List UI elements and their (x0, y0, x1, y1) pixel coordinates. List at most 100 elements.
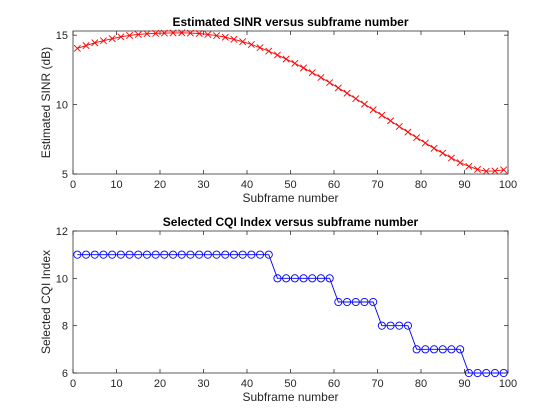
chart1-data-point (500, 166, 508, 174)
chart2-data-point (482, 368, 491, 378)
chart1-data-point (126, 31, 134, 39)
chart1-data-point (265, 47, 273, 55)
chart2-xtick-label: 50 (284, 378, 296, 390)
chart1-data-point (230, 35, 238, 43)
chart1-ytick-label: 10 (56, 100, 68, 112)
chart2-data-point (369, 297, 378, 307)
chart1-data-point (465, 162, 473, 170)
chart1-data-point (82, 42, 90, 50)
chart1-data-point (239, 38, 247, 46)
chart1-data-point (360, 100, 368, 108)
chart1-ytick-label: 15 (56, 30, 68, 42)
chart2-data-point (186, 250, 195, 259)
chart1-data-point (421, 139, 429, 147)
chart2-data-point (99, 250, 108, 259)
chart2-data-point (490, 368, 500, 378)
chart1-data-point (247, 40, 255, 48)
chart2-data-point (386, 321, 395, 330)
chart2-ytick-label: 10 (56, 273, 68, 285)
chart1-data-point (404, 128, 412, 136)
chart2-data-point (282, 274, 291, 283)
chart2-xtick-label: 0 (70, 378, 76, 390)
chart1-data-point (308, 69, 316, 77)
chart1-data-point (456, 159, 464, 167)
chart2-data-point (473, 368, 482, 378)
chart1-xtick-label: 30 (197, 179, 209, 191)
chart2-data-point (456, 345, 465, 354)
chart1-data-point (387, 117, 395, 125)
chart1-xtick-label: 0 (70, 179, 76, 191)
chart1-xtick-label: 60 (328, 179, 340, 191)
chart2-data-point (264, 250, 273, 259)
chart2-data-point (134, 250, 143, 259)
chart1-data-point (378, 111, 386, 119)
chart2-xtick-label: 40 (241, 378, 253, 390)
chart1-data-point (474, 165, 482, 173)
chart2-data-point (334, 297, 343, 307)
chart2-data-point (221, 250, 230, 259)
chart1-ylabel: Estimated SINR (dB) (39, 47, 53, 158)
chart2-data-point (412, 345, 421, 354)
chart2-series-line (77, 254, 504, 374)
chart1-data-point (256, 44, 264, 52)
chart2-data-point (273, 274, 282, 283)
chart2-ytick-label: 12 (56, 226, 68, 238)
chart1-data-point (152, 29, 160, 37)
chart1-xtick-label: 80 (415, 179, 427, 191)
chart2-plot-area (72, 230, 509, 374)
chart1-data-point (317, 73, 325, 82)
chart1-data-point (178, 29, 186, 37)
chart2-data-point (212, 250, 221, 259)
chart2-xtick-label: 70 (371, 378, 383, 390)
chart2-data-point (421, 345, 430, 354)
chart2-xtick-label: 60 (328, 378, 340, 390)
chart1-data-point (91, 39, 99, 47)
chart1-data-point (282, 55, 290, 63)
chart2-xtick-label: 10 (110, 378, 122, 390)
chart2-data-point (308, 274, 317, 283)
chart2-data-point (177, 250, 186, 259)
chart2-xtick-label: 90 (458, 378, 470, 390)
chart2-data-point (160, 250, 169, 259)
chart1-data-point (491, 167, 499, 175)
chart1-data-point (482, 167, 490, 175)
chart2-data-point (195, 250, 204, 259)
chart1-data-point (447, 154, 455, 162)
chart1-ytick-label: 5 (62, 169, 68, 181)
chart1-xtick-label: 40 (241, 179, 253, 191)
chart2-data-point (73, 250, 82, 259)
chart2-data-point (255, 250, 265, 259)
chart1-data-point (213, 32, 221, 40)
chart1-xlabel: Subframe number (242, 191, 338, 205)
chart2-data-point (438, 345, 447, 354)
chart2-ytick-label: 8 (62, 321, 68, 333)
chart1-data-point (395, 122, 403, 131)
chart2-data-point (299, 274, 308, 283)
chart1-data-point (430, 144, 438, 152)
chart1-xtick-label: 50 (284, 179, 296, 191)
chart2-data-point (342, 297, 352, 307)
chart1-xtick-label: 100 (499, 179, 517, 191)
chart1-data-point (300, 64, 308, 72)
chart1-data-point (273, 51, 281, 59)
chart1-data-point (143, 30, 151, 38)
chart2-data-point (108, 250, 117, 259)
chart2-xtick-label: 20 (154, 378, 166, 390)
chart2-xtick-label: 30 (197, 378, 209, 390)
chart2-data-point (325, 274, 334, 283)
chart2-ytick-label: 6 (62, 368, 68, 380)
chart2-data-point (316, 274, 326, 283)
chart2-data-point (429, 345, 439, 354)
chart2-data-point (203, 250, 212, 259)
chart2-data-point (116, 250, 125, 259)
chart2-data-point (168, 250, 178, 259)
chart2-data-point (377, 321, 386, 330)
chart2-data-point (499, 368, 508, 378)
chart1-data-point (439, 149, 447, 157)
chart2-ylabel: Selected CQI Index (39, 250, 53, 354)
chart1-data-point (117, 33, 125, 41)
chart2-title: Selected CQI Index versus subframe numbe… (163, 215, 419, 229)
chart1-data-point (334, 84, 342, 92)
